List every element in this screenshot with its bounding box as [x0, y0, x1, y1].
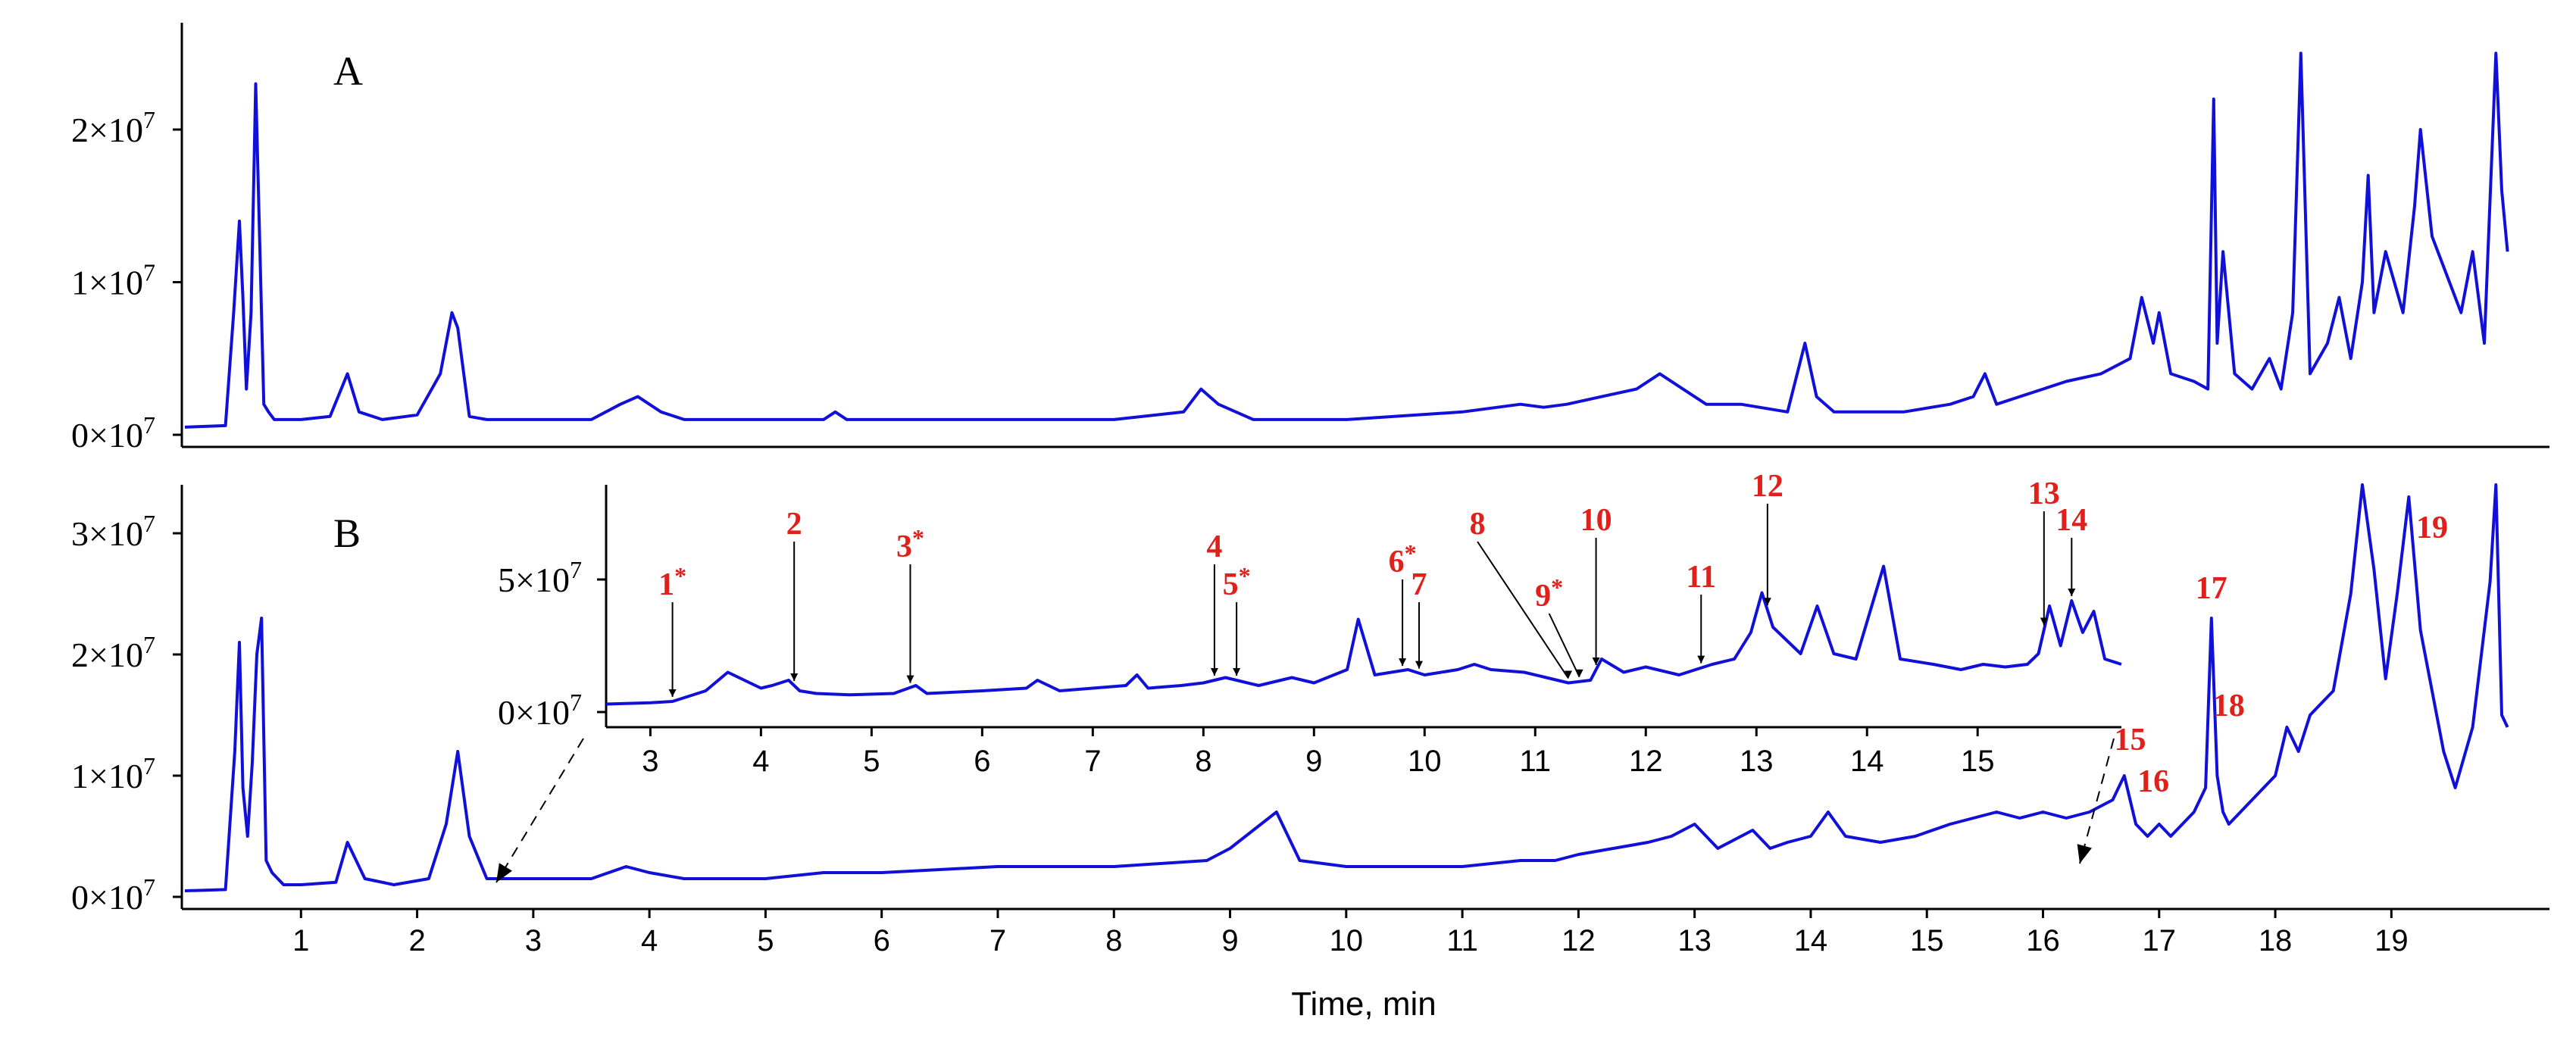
inset-y-tick-label-1: 5×107 [498, 556, 582, 599]
inset-peak-label-2: 2 [786, 507, 802, 542]
inset-x-tick-label-11: 14 [1850, 745, 1884, 778]
inset-peak-arrowhead-14 [2068, 589, 2076, 596]
x-tick-label-12: 13 [1677, 924, 1712, 957]
main-peak-label-16: 16 [2137, 764, 2169, 799]
inset-x-tick-label-2: 5 [863, 745, 880, 778]
inset-trace [605, 564, 2122, 706]
panel-b-x-ticks: 1 2 3 4 5 6 7 8 9 10 11 12 13 14 15 16 17 18 19 [292, 909, 2409, 957]
panel-b-trace [184, 483, 2509, 892]
main-peak-label-17: 17 [2196, 571, 2227, 606]
x-tick-label-16: 17 [2143, 924, 2177, 957]
inset-peak-arrowhead-11 [1697, 655, 1705, 664]
x-tick-label-13: 14 [1794, 924, 1828, 957]
main-peak-label-19: 19 [2416, 511, 2448, 545]
x-axis-title: Time, min [1291, 985, 1436, 1023]
zoom-arrow-right-head [2077, 844, 2092, 864]
main-peak-labels: 15 16 17 18 19 [2114, 511, 2448, 799]
inset-peak-label-9: 9* [1535, 573, 1563, 614]
x-tick-label-10: 11 [1446, 924, 1478, 957]
inset-peak-arrowhead-4 [1210, 668, 1218, 676]
inset-peak-label-10: 10 [1580, 503, 1612, 538]
inset-peak-leader-8 [1477, 541, 1569, 679]
inset-x-tick-label-0: 3 [642, 745, 658, 778]
x-tick-label-15: 16 [2026, 924, 2060, 957]
inset-x-tick-label-3: 6 [974, 745, 990, 778]
inset-x-tick-label-8: 11 [1520, 745, 1552, 778]
inset-peak-label-11: 11 [1686, 560, 1716, 595]
x-tick-label-14: 15 [1910, 924, 1944, 957]
panel-b-label: B [333, 511, 361, 556]
panel-a-y-tick-label-0: 0×107 [71, 411, 155, 454]
panel-a-label: A [333, 48, 363, 94]
inset-x-tick-label-4: 7 [1084, 745, 1101, 778]
inset-peak-label-6: 6* [1389, 539, 1417, 579]
panel-b-y-tick-label-1: 1×107 [71, 752, 155, 795]
zoom-arrows [496, 738, 2115, 883]
inset-peak-label-8: 8 [1470, 507, 1486, 542]
inset-peak-label-14: 14 [2055, 503, 2087, 538]
inset-peak-arrowhead-7 [1415, 661, 1423, 669]
zoom-arrow-left [496, 738, 584, 883]
x-tick-label-11: 12 [1562, 924, 1596, 957]
inset-x-tick-label-9: 12 [1629, 745, 1663, 778]
zoom-arrow-right [2079, 738, 2115, 864]
x-tick-label-1: 2 [408, 924, 425, 957]
inset-peak-arrowhead-1 [668, 689, 677, 697]
inset-peak-arrowhead-3 [906, 675, 914, 683]
inset-peak-arrowhead-6 [1399, 658, 1407, 667]
inset-peak-label-13: 13 [2028, 476, 2060, 511]
panel-b-y-tick-label-0: 0×107 [71, 873, 155, 917]
inset-peak-arrowhead-2 [790, 673, 799, 681]
inset-x-ticks: 3 4 5 6 7 8 9 10 11 12 13 14 15 [642, 727, 1994, 778]
x-tick-label-9: 10 [1330, 924, 1364, 957]
inset-peak-arrowhead-12 [1763, 598, 1771, 606]
panel-a: A 0×107 1×107 2×107 [71, 23, 2549, 454]
x-tick-label-5: 6 [874, 924, 890, 957]
x-tick-label-7: 8 [1105, 924, 1122, 957]
inset-peak-label-7: 7 [1411, 567, 1427, 602]
panel-a-y-tick-label-2: 2×107 [71, 106, 155, 149]
inset-x-tick-label-1: 4 [752, 745, 769, 778]
inset-peak-arrowhead-10 [1592, 657, 1600, 665]
x-tick-label-3: 4 [641, 924, 658, 957]
inset-background [606, 485, 2121, 727]
panel-a-trace [184, 52, 2509, 429]
inset-peak-label-5: 5* [1223, 562, 1251, 602]
main-peak-label-18: 18 [2213, 689, 2245, 723]
inset-x-tick-label-6: 9 [1305, 745, 1322, 778]
inset-y-tick-label-0: 0×107 [498, 689, 582, 732]
x-tick-label-18: 19 [2374, 924, 2409, 957]
x-tick-label-0: 1 [292, 924, 309, 957]
inset-y-ticks: 0×107 5×107 [498, 556, 606, 732]
inset-peak-arrowhead-13 [2040, 617, 2048, 626]
x-tick-label-8: 9 [1221, 924, 1238, 957]
panel-a-y-ticks: 0×107 1×107 2×107 [71, 106, 182, 454]
inset-peak-label-1: 1* [658, 562, 686, 602]
panel-b-y-tick-label-3: 3×107 [71, 510, 155, 553]
x-tick-label-17: 18 [2259, 924, 2293, 957]
zoom-arrow-left-head [496, 863, 512, 882]
panel-b-y-ticks: 0×107 1×107 2×107 3×107 [71, 510, 182, 917]
panel-b-y-tick-label-2: 2×107 [71, 631, 155, 674]
inset-peak-arrowhead-9 [1575, 669, 1583, 677]
inset-peak-label-3: 3* [896, 524, 924, 564]
panel-a-y-tick-label-1: 1×107 [71, 259, 155, 302]
x-tick-label-6: 7 [989, 924, 1006, 957]
inset-x-tick-label-7: 10 [1408, 745, 1442, 778]
inset-peak-label-4: 4 [1206, 529, 1222, 564]
x-tick-label-4: 5 [757, 924, 774, 957]
inset-peak-arrowhead-8 [1565, 670, 1573, 679]
x-tick-label-2: 3 [525, 924, 542, 957]
inset-peak-leader-9 [1548, 613, 1580, 678]
inset-x-tick-label-5: 8 [1195, 745, 1211, 778]
inset-peak-label-12: 12 [1752, 469, 1784, 504]
inset-peak-arrowhead-5 [1233, 668, 1241, 676]
inset-x-tick-label-10: 13 [1740, 745, 1774, 778]
main-peak-label-15: 15 [2114, 723, 2146, 757]
inset-x-tick-label-12: 15 [1961, 745, 1995, 778]
